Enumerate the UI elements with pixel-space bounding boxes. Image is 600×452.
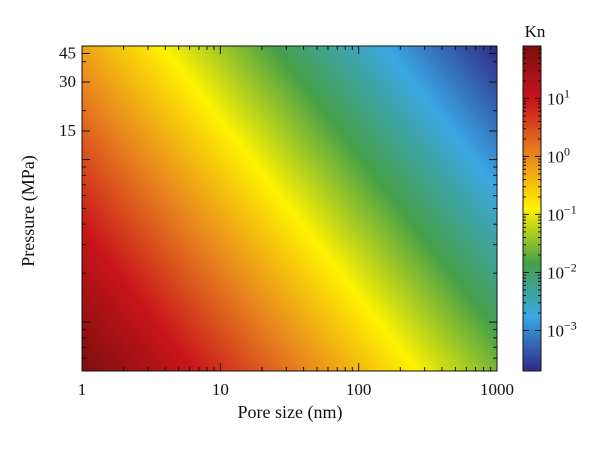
x-axis-ticks: 1 10 100 1000 [78,46,514,399]
y-tick-label: 30 [59,72,76,91]
colorbar-tick-label: 10−3 [547,318,577,340]
colorbar-ticks: 101 100 10−1 10−2 10−3 [523,45,577,340]
x-tick-label: 10 [212,380,229,399]
y-tick-label: 15 [59,121,76,140]
colorbar-tick-label: 101 [547,86,570,108]
y-axis-ticks: 15 30 45 [59,43,497,140]
colorbar-tick-label: 100 [547,144,570,166]
x-tick-label: 100 [346,380,372,399]
y-axis-label: Pressure (MPa) [18,155,39,266]
x-tick-label: 1000 [480,380,514,399]
colorbar-fill [523,46,541,371]
colorbar-tick-label: 10−2 [547,260,577,282]
x-axis-label: Pore size (nm) [238,402,343,423]
minor-ticks [82,45,497,371]
y-tick-label: 45 [59,43,76,62]
colorbar-frame [522,45,542,372]
heatmap-field [82,46,497,371]
colorbar: Kn 101 100 10−1 10−2 10−3 [522,22,577,372]
heatmap-area: 1 10 100 1000 15 30 45 [59,43,514,399]
x-tick-label: 1 [78,380,87,399]
colorbar-label: Kn [525,22,546,41]
colorbar-tick-label: 10−1 [547,202,577,224]
